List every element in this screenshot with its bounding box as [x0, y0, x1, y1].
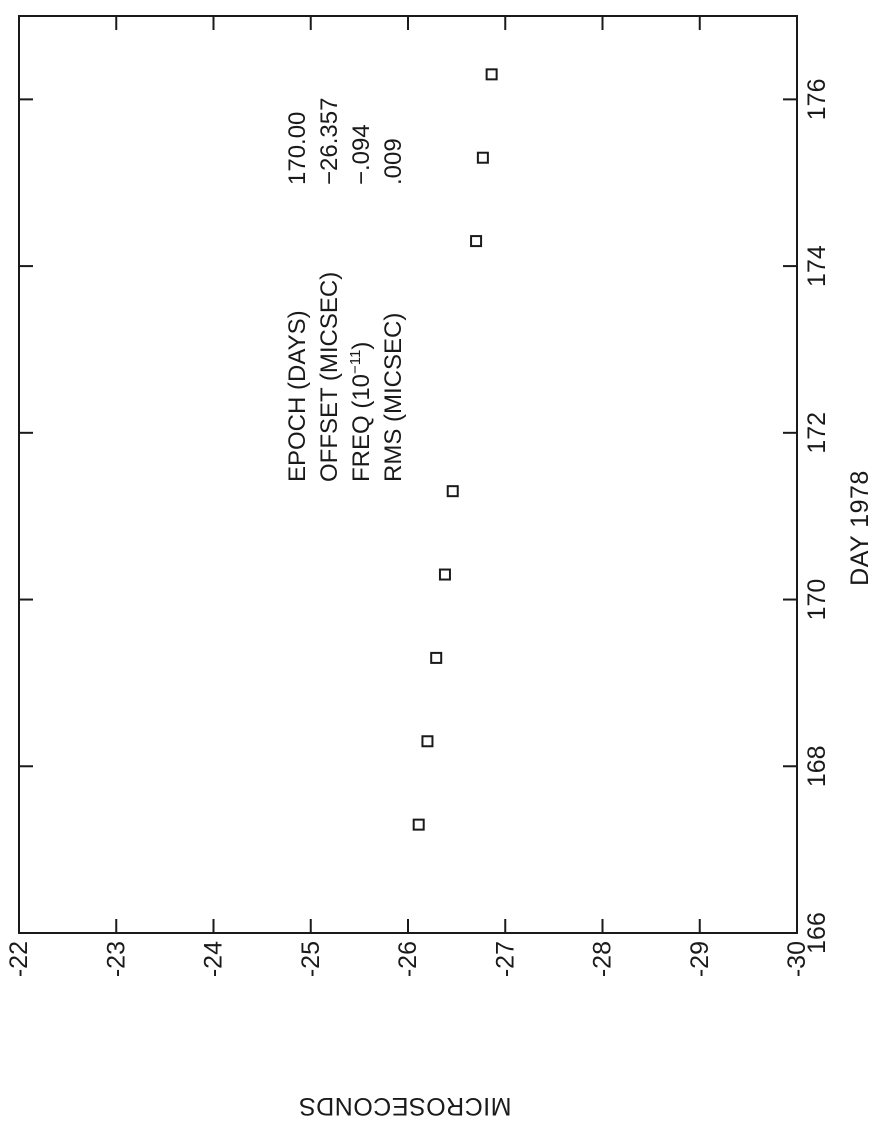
x-tick-label: 168: [803, 745, 831, 787]
annotation-freq-label-base: FREQ (10: [348, 374, 375, 482]
y-tick-label: -26: [394, 941, 422, 977]
y-tick-label: -27: [491, 941, 519, 977]
data-point: [412, 818, 425, 831]
y-tick-label: -25: [297, 941, 325, 977]
y-tick-label: -22: [5, 941, 33, 977]
y-tick-label: -23: [102, 941, 130, 977]
data-point: [446, 485, 459, 498]
annotation-epoch-value: 170.00: [284, 112, 311, 185]
plot-frame: [18, 15, 798, 934]
x-tick-label: 170: [803, 579, 831, 621]
x-tick-label: 166: [803, 912, 831, 954]
y-tick-labels: -22 -23 -24 -25 -26 -27 -28 -29 -30: [5, 941, 811, 977]
y-tick-label: -29: [686, 941, 714, 977]
fit-annotation: EPOCH (DAYS) OFFSET (MICSEC) FREQ (10−11…: [284, 98, 407, 482]
annotation-freq-exponent: −11: [347, 350, 364, 374]
annotation-rms-value: .009: [380, 138, 407, 185]
y-tick-label: -24: [200, 941, 228, 977]
annotation-offset-label: OFFSET (MICSEC): [316, 272, 343, 482]
y-axis-label: MICROSECONDS: [299, 1092, 512, 1120]
y-tick-label: -30: [783, 941, 811, 977]
x-tick-labels: 166 168 170 172 174 176: [803, 79, 831, 954]
annotation-epoch-label: EPOCH (DAYS): [284, 310, 311, 482]
data-point: [485, 68, 498, 81]
annotation-freq-value: −.094: [348, 124, 375, 185]
data-point: [430, 651, 443, 664]
x-tick-label: 172: [803, 412, 831, 454]
annotation-freq-label: FREQ (10−11): [347, 342, 375, 482]
x-axis-label: DAY 1978: [846, 470, 874, 586]
annotation-freq-label-tail: ): [348, 342, 375, 350]
axis-ticks: [18, 16, 798, 934]
data-point: [470, 235, 483, 248]
data-point: [438, 568, 451, 581]
annotation-rms-label: RMS (MICSEC): [380, 313, 407, 482]
y-tick-label: -28: [589, 941, 617, 977]
x-tick-label: 176: [803, 79, 831, 121]
data-point: [476, 151, 489, 164]
data-point: [421, 735, 434, 748]
data-points: [412, 68, 498, 831]
x-tick-label: 174: [803, 245, 831, 287]
annotation-offset-value: −26.357: [316, 98, 343, 185]
